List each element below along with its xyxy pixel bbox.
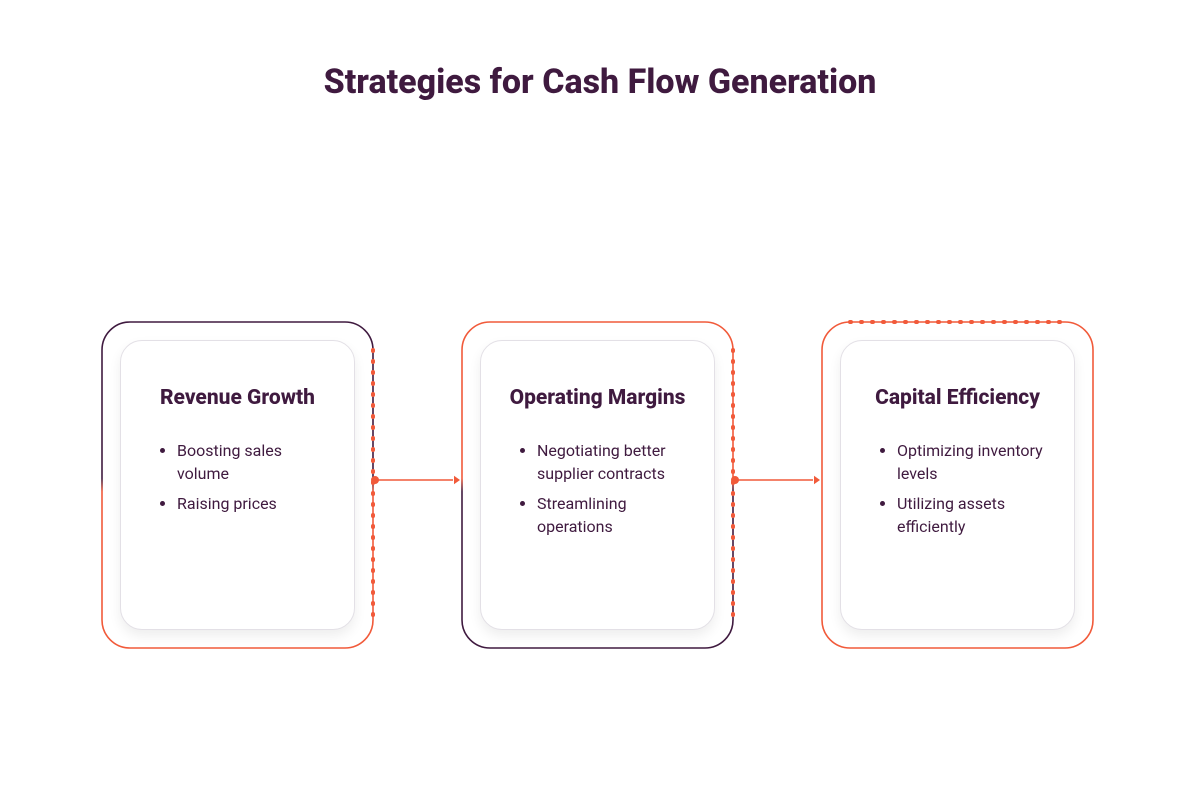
card-bullet: Optimizing inventory levels bbox=[897, 439, 1046, 485]
card-bullet: Boosting sales volume bbox=[177, 439, 326, 485]
strategy-card: Revenue Growth Boosting sales volume Raisi… bbox=[120, 340, 355, 630]
card-bullet: Raising prices bbox=[177, 492, 326, 515]
card-bullet-list: Negotiating better supplier contracts Str… bbox=[509, 439, 686, 538]
card-bullet: Utilizing assets efficiently bbox=[897, 492, 1046, 538]
card-bullet: Negotiating better supplier contracts bbox=[537, 439, 686, 485]
card-heading: Capital Efficiency bbox=[869, 385, 1046, 411]
cards-row: Revenue Growth Boosting sales volume Raisi… bbox=[0, 320, 1200, 670]
page-title: Strategies for Cash Flow Generation bbox=[0, 62, 1200, 102]
card-heading: Operating Margins bbox=[509, 385, 686, 411]
card-bullet-list: Optimizing inventory levels Utilizing ass… bbox=[869, 439, 1046, 538]
card-bullet-list: Boosting sales volume Raising prices bbox=[149, 439, 326, 515]
card-bullet: Streamlining operations bbox=[537, 492, 686, 538]
strategy-card: Operating Margins Negotiating better supp… bbox=[480, 340, 715, 630]
strategy-card: Capital Efficiency Optimizing inventory l… bbox=[840, 340, 1075, 630]
card-heading: Revenue Growth bbox=[149, 385, 326, 411]
